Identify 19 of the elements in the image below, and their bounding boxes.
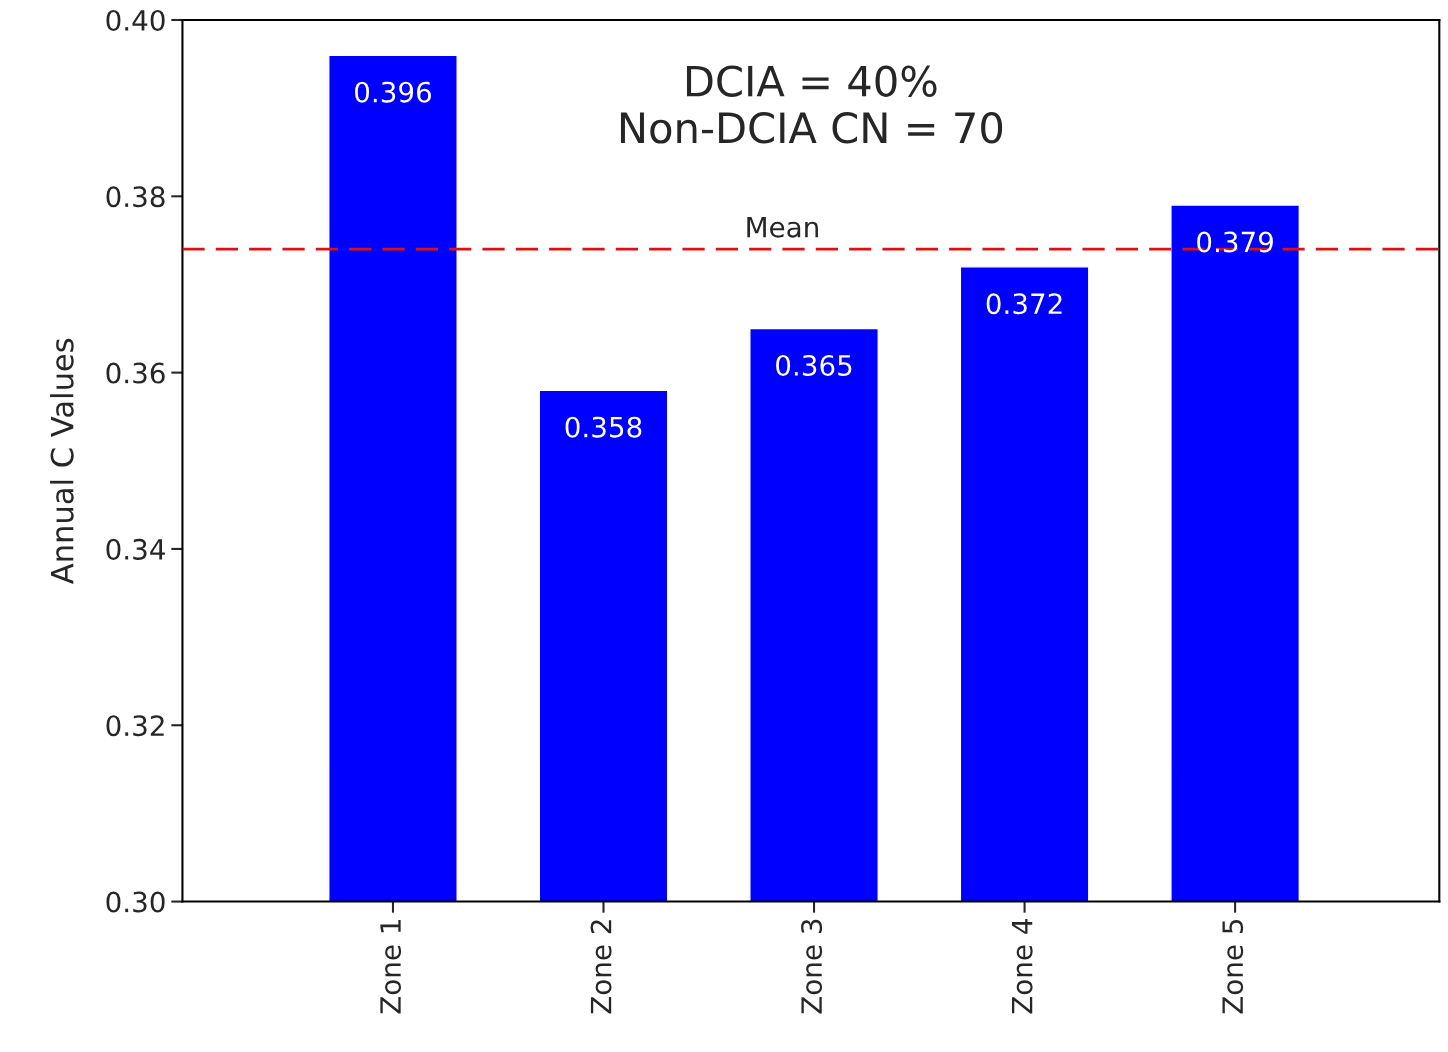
x-tick-label: Zone 1 bbox=[380, 920, 402, 1014]
y-tick-label: 0.40 bbox=[106, 9, 165, 31]
y-tick-label: 0.30 bbox=[106, 891, 165, 913]
y-tick-label: 0.38 bbox=[106, 186, 165, 208]
y-tick-label: 0.34 bbox=[106, 538, 165, 560]
data-label: 0.396 bbox=[355, 81, 431, 103]
data-label: 0.358 bbox=[565, 416, 642, 438]
x-tick-label: Zone 5 bbox=[1222, 919, 1244, 1014]
data-label: 0.379 bbox=[1197, 231, 1273, 253]
y-axis-title: Annual C Values bbox=[50, 338, 74, 584]
x-tick-label: Zone 2 bbox=[590, 920, 612, 1014]
y-tick-label: 0.32 bbox=[106, 715, 164, 737]
x-tick-label: Zone 3 bbox=[801, 919, 823, 1014]
y-tick-label: 0.36 bbox=[106, 362, 165, 384]
annotation: DCIA = 40% Non-DCIA CN = 70 bbox=[620, 65, 1003, 144]
data-label: 0.365 bbox=[776, 354, 852, 376]
x-tick-label: Zone 4 bbox=[1011, 919, 1033, 1014]
ref-line-label: Mean bbox=[747, 217, 818, 238]
data-label: 0.372 bbox=[986, 293, 1062, 315]
